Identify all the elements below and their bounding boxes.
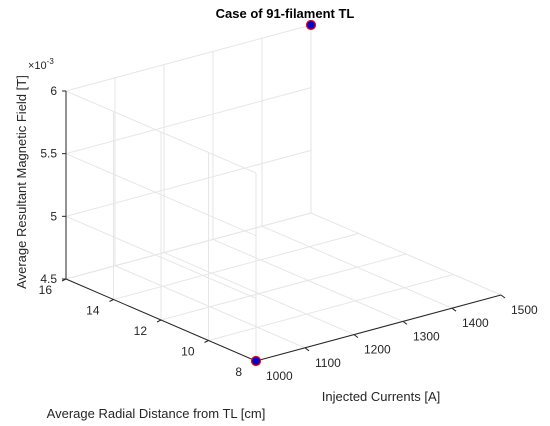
y-tick-label: 16 <box>39 283 53 297</box>
x-tick-mark <box>451 307 457 312</box>
x-tick-mark <box>353 334 359 339</box>
grid-line-floor-y <box>208 274 454 341</box>
x-tick-label: 1100 <box>315 356 341 370</box>
y-tick-label: 10 <box>181 345 195 359</box>
y-tick-mark <box>204 340 209 343</box>
x-tick-label: 1400 <box>462 316 489 330</box>
grid-line-sidewall-z <box>65 153 257 237</box>
y-tick-mark <box>109 299 114 302</box>
z-tick-label: 5.5 <box>40 147 57 161</box>
x-tick-mark <box>500 294 506 299</box>
x-tick-label: 1500 <box>511 303 538 317</box>
y-tick-labels: 8 10 12 14 16 <box>39 278 257 379</box>
grid-line-sidewall-z <box>65 90 257 174</box>
data-point <box>305 19 317 31</box>
grid-line-backwall-z <box>65 212 312 280</box>
data-point <box>250 355 262 367</box>
x-tick-label: 1300 <box>413 329 440 343</box>
chart-title: Case of 91-filament TL <box>216 6 355 21</box>
x-tick-label: 1000 <box>266 369 293 383</box>
y-axis-label: Average Radial Distance from TL [cm] <box>47 406 266 421</box>
grid-line-backwall-z <box>65 87 312 155</box>
grid-line-backwall-z <box>65 24 312 92</box>
grid-line-floor-y <box>160 253 407 321</box>
y-tick-label: 14 <box>86 304 100 318</box>
x-axis-line <box>255 294 502 362</box>
x-tick-labels: 1000 1100 1200 1300 1400 1500 <box>255 294 538 383</box>
z-tick-label: 4.5 <box>40 272 57 286</box>
x-tick-label: 1200 <box>364 343 391 357</box>
z-axis-label: Average Resultant Magnetic Field [T] <box>14 75 29 289</box>
z-tick-labels: 4.5 5 5.5 6 <box>40 84 66 286</box>
y-tick-mark <box>156 319 162 323</box>
x-tick-mark <box>304 347 310 352</box>
y-tick-label: 8 <box>235 365 242 379</box>
data-points <box>250 19 317 367</box>
z-exponent-label: ×10-3 <box>28 57 54 72</box>
z-tick-label: 6 <box>50 84 57 98</box>
z-tick-label: 5 <box>50 209 57 223</box>
grid-line-sidewall-z <box>65 215 257 299</box>
grid-line-backwall-z <box>65 149 312 217</box>
grid-lines <box>65 24 502 362</box>
grid-line-floor-y <box>113 233 359 300</box>
x-axis-label: Injected Currents [A] <box>322 389 441 404</box>
y-tick-label: 12 <box>134 324 148 338</box>
x-tick-mark <box>402 320 408 325</box>
